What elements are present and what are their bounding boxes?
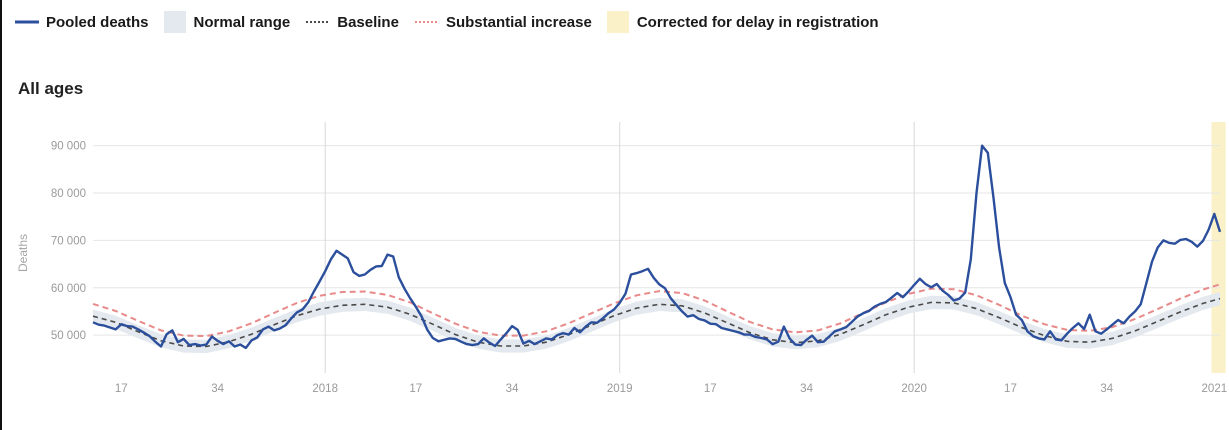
chart-background bbox=[1211, 122, 1226, 373]
corrected-span-shade bbox=[1211, 122, 1226, 373]
y-tick-label: 50 000 bbox=[51, 330, 86, 342]
legend-item-baseline[interactable]: Baseline bbox=[305, 14, 399, 31]
x-tick-label: 2019 bbox=[607, 383, 633, 395]
x-tick-label: 34 bbox=[506, 383, 519, 395]
y-tick-label: 80 000 bbox=[51, 188, 86, 200]
axis-ticks: 50 000 60 000 70 000 80 000 90 000 17 34 2018 17… bbox=[51, 141, 1227, 395]
legend-label-substantial-increase: Substantial increase bbox=[445, 13, 592, 31]
legend-item-normal-range[interactable]: Normal range bbox=[163, 11, 291, 33]
y-tick-label: 70 000 bbox=[51, 235, 86, 247]
x-tick-label: 34 bbox=[1100, 383, 1113, 395]
baseline-swatch bbox=[306, 21, 331, 23]
series-lines bbox=[92, 144, 1222, 350]
gridlines bbox=[93, 122, 1220, 373]
substantial-increase-swatch bbox=[414, 21, 439, 23]
baseline-line bbox=[92, 297, 1221, 348]
corrected-swatch bbox=[606, 11, 629, 33]
x-tick-label: 17 bbox=[409, 383, 422, 395]
frame-edge bbox=[0, 0, 2, 430]
substantial-increase-line bbox=[92, 283, 1221, 338]
x-tick-label: 2020 bbox=[901, 383, 927, 395]
y-axis-label: Deaths bbox=[16, 234, 30, 272]
legend-label-normal-range: Normal range bbox=[193, 13, 291, 31]
x-tick-label: 17 bbox=[115, 383, 128, 395]
normal-range-band bbox=[93, 292, 1220, 354]
legend-item-substantial-increase[interactable]: Substantial increase bbox=[414, 14, 592, 31]
x-tick-label: 34 bbox=[800, 383, 813, 395]
legend-label-baseline: Baseline bbox=[337, 13, 399, 31]
legend-item-pooled-deaths[interactable]: Pooled deaths bbox=[14, 14, 149, 31]
x-tick-label: 17 bbox=[1004, 383, 1017, 395]
legend-label-corrected: Corrected for delay in registration bbox=[636, 13, 879, 31]
x-tick-label: 17 bbox=[704, 383, 717, 395]
legend-item-corrected[interactable]: Corrected for delay in registration bbox=[606, 11, 879, 33]
normal-range-swatch bbox=[163, 11, 186, 33]
legend-label-pooled-deaths: Pooled deaths bbox=[46, 13, 149, 31]
y-tick-label: 60 000 bbox=[51, 283, 86, 295]
x-tick-label: 2021 bbox=[1202, 383, 1228, 395]
pooled-deaths-line bbox=[92, 144, 1222, 350]
legend: Pooled deaths Normal range Baseline Subs… bbox=[14, 10, 894, 34]
pooled-deaths-swatch bbox=[15, 20, 39, 24]
x-tick-label: 34 bbox=[211, 383, 224, 395]
normal-range-area bbox=[93, 292, 1220, 354]
y-tick-label: 90 000 bbox=[51, 141, 86, 153]
x-tick-label: 2018 bbox=[312, 383, 338, 395]
panel-title: All ages bbox=[18, 79, 84, 98]
